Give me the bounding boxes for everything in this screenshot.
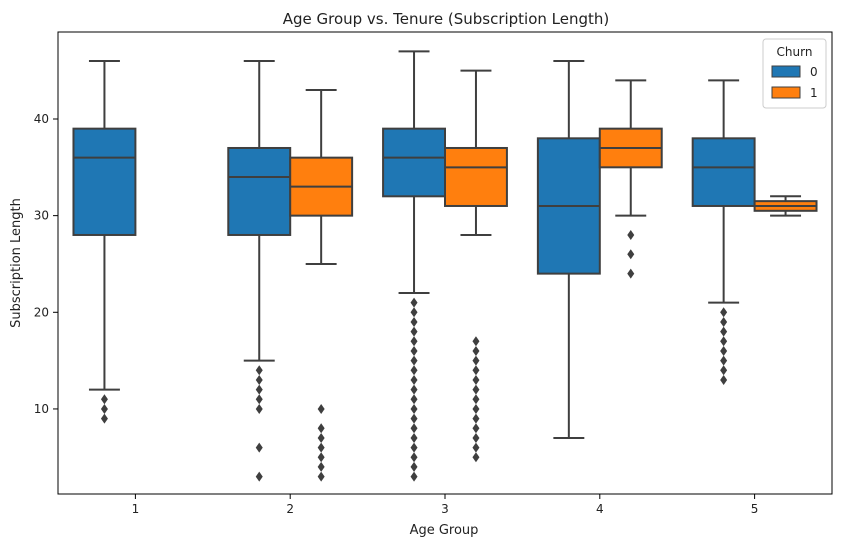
legend: Churn 0 1: [762, 38, 827, 109]
outlier-point: [410, 432, 418, 443]
legend-label: 0: [810, 65, 818, 79]
legend-label: 1: [810, 86, 818, 100]
outlier-point: [100, 413, 108, 424]
y-tick-label: 40: [34, 112, 49, 126]
outlier-point: [472, 413, 480, 424]
outlier-point: [255, 403, 263, 414]
outlier-point: [627, 229, 635, 240]
plot-frame: [57, 31, 833, 495]
outlier-point: [317, 452, 325, 463]
outlier-point: [472, 423, 480, 434]
x-tick-label: 1: [132, 502, 140, 516]
outlier-point: [472, 432, 480, 443]
box-iqr: [444, 146, 508, 207]
outlier-point: [410, 336, 418, 347]
box-group: [382, 50, 446, 482]
outlier-point: [255, 384, 263, 395]
chart-title: Age Group vs. Tenure (Subscription Lengt…: [283, 10, 610, 28]
outlier-point: [317, 471, 325, 482]
outlier-point: [255, 374, 263, 385]
box-iqr: [72, 127, 137, 236]
outlier-point: [317, 403, 325, 414]
outlier-point: [472, 336, 480, 347]
box-group: [536, 59, 601, 439]
outlier-point: [720, 326, 728, 337]
outlier-point: [410, 297, 418, 308]
x-tick-label: 5: [751, 502, 759, 516]
outlier-point: [100, 403, 108, 414]
box-iqr: [227, 146, 292, 236]
box-group: [753, 195, 818, 217]
x-tick-label: 3: [441, 502, 449, 516]
outlier-point: [410, 326, 418, 337]
outlier-point: [472, 365, 480, 376]
outlier-point: [472, 452, 480, 463]
outlier-point: [410, 345, 418, 356]
outlier-point: [472, 355, 480, 366]
outlier-point: [255, 365, 263, 376]
outlier-point: [472, 345, 480, 356]
outlier-point: [410, 413, 418, 424]
outlier-point: [410, 442, 418, 453]
outlier-point: [627, 249, 635, 260]
box-group: [289, 88, 354, 482]
outlier-point: [410, 355, 418, 366]
outlier-point: [410, 374, 418, 385]
outlier-point: [255, 442, 263, 453]
box-iqr: [691, 137, 756, 207]
outlier-point: [472, 374, 480, 385]
outlier-point: [255, 394, 263, 405]
box-group: [227, 59, 292, 482]
outlier-point: [472, 403, 480, 414]
outlier-point: [410, 384, 418, 395]
outlier-point: [410, 394, 418, 405]
outlier-point: [472, 442, 480, 453]
outlier-point: [410, 316, 418, 327]
outlier-point: [410, 461, 418, 472]
outlier-point: [410, 452, 418, 463]
outlier-point: [410, 403, 418, 414]
box-group: [72, 59, 137, 424]
outlier-point: [317, 442, 325, 453]
outlier-point: [720, 307, 728, 318]
box-group: [598, 79, 663, 279]
outlier-point: [472, 394, 480, 405]
outlier-point: [720, 365, 728, 376]
box-iqr: [382, 127, 446, 198]
box-group: [444, 69, 508, 463]
outlier-point: [472, 384, 480, 395]
outlier-point: [317, 461, 325, 472]
legend-swatch: [771, 86, 801, 99]
outlier-point: [410, 471, 418, 482]
legend-swatch: [771, 65, 801, 78]
outlier-point: [317, 432, 325, 443]
legend-title: Churn: [777, 45, 813, 59]
y-tick-label: 30: [34, 209, 49, 223]
x-tick-label: 2: [286, 502, 294, 516]
outlier-point: [720, 355, 728, 366]
y-tick-label: 20: [34, 305, 49, 319]
outlier-point: [720, 316, 728, 327]
outlier-point: [627, 268, 635, 279]
box-group: [691, 79, 756, 385]
outlier-point: [255, 471, 263, 482]
y-tick-label: 10: [34, 402, 49, 416]
outlier-point: [410, 365, 418, 376]
outlier-point: [720, 336, 728, 347]
outlier-point: [100, 394, 108, 405]
y-axis-label: Subscription Length: [9, 198, 24, 328]
outlier-point: [410, 423, 418, 434]
x-axis-label: Age Group: [410, 523, 479, 538]
x-tick-label: 4: [596, 502, 604, 516]
outlier-point: [317, 423, 325, 434]
outlier-point: [410, 307, 418, 318]
outlier-point: [720, 345, 728, 356]
outlier-point: [720, 374, 728, 385]
